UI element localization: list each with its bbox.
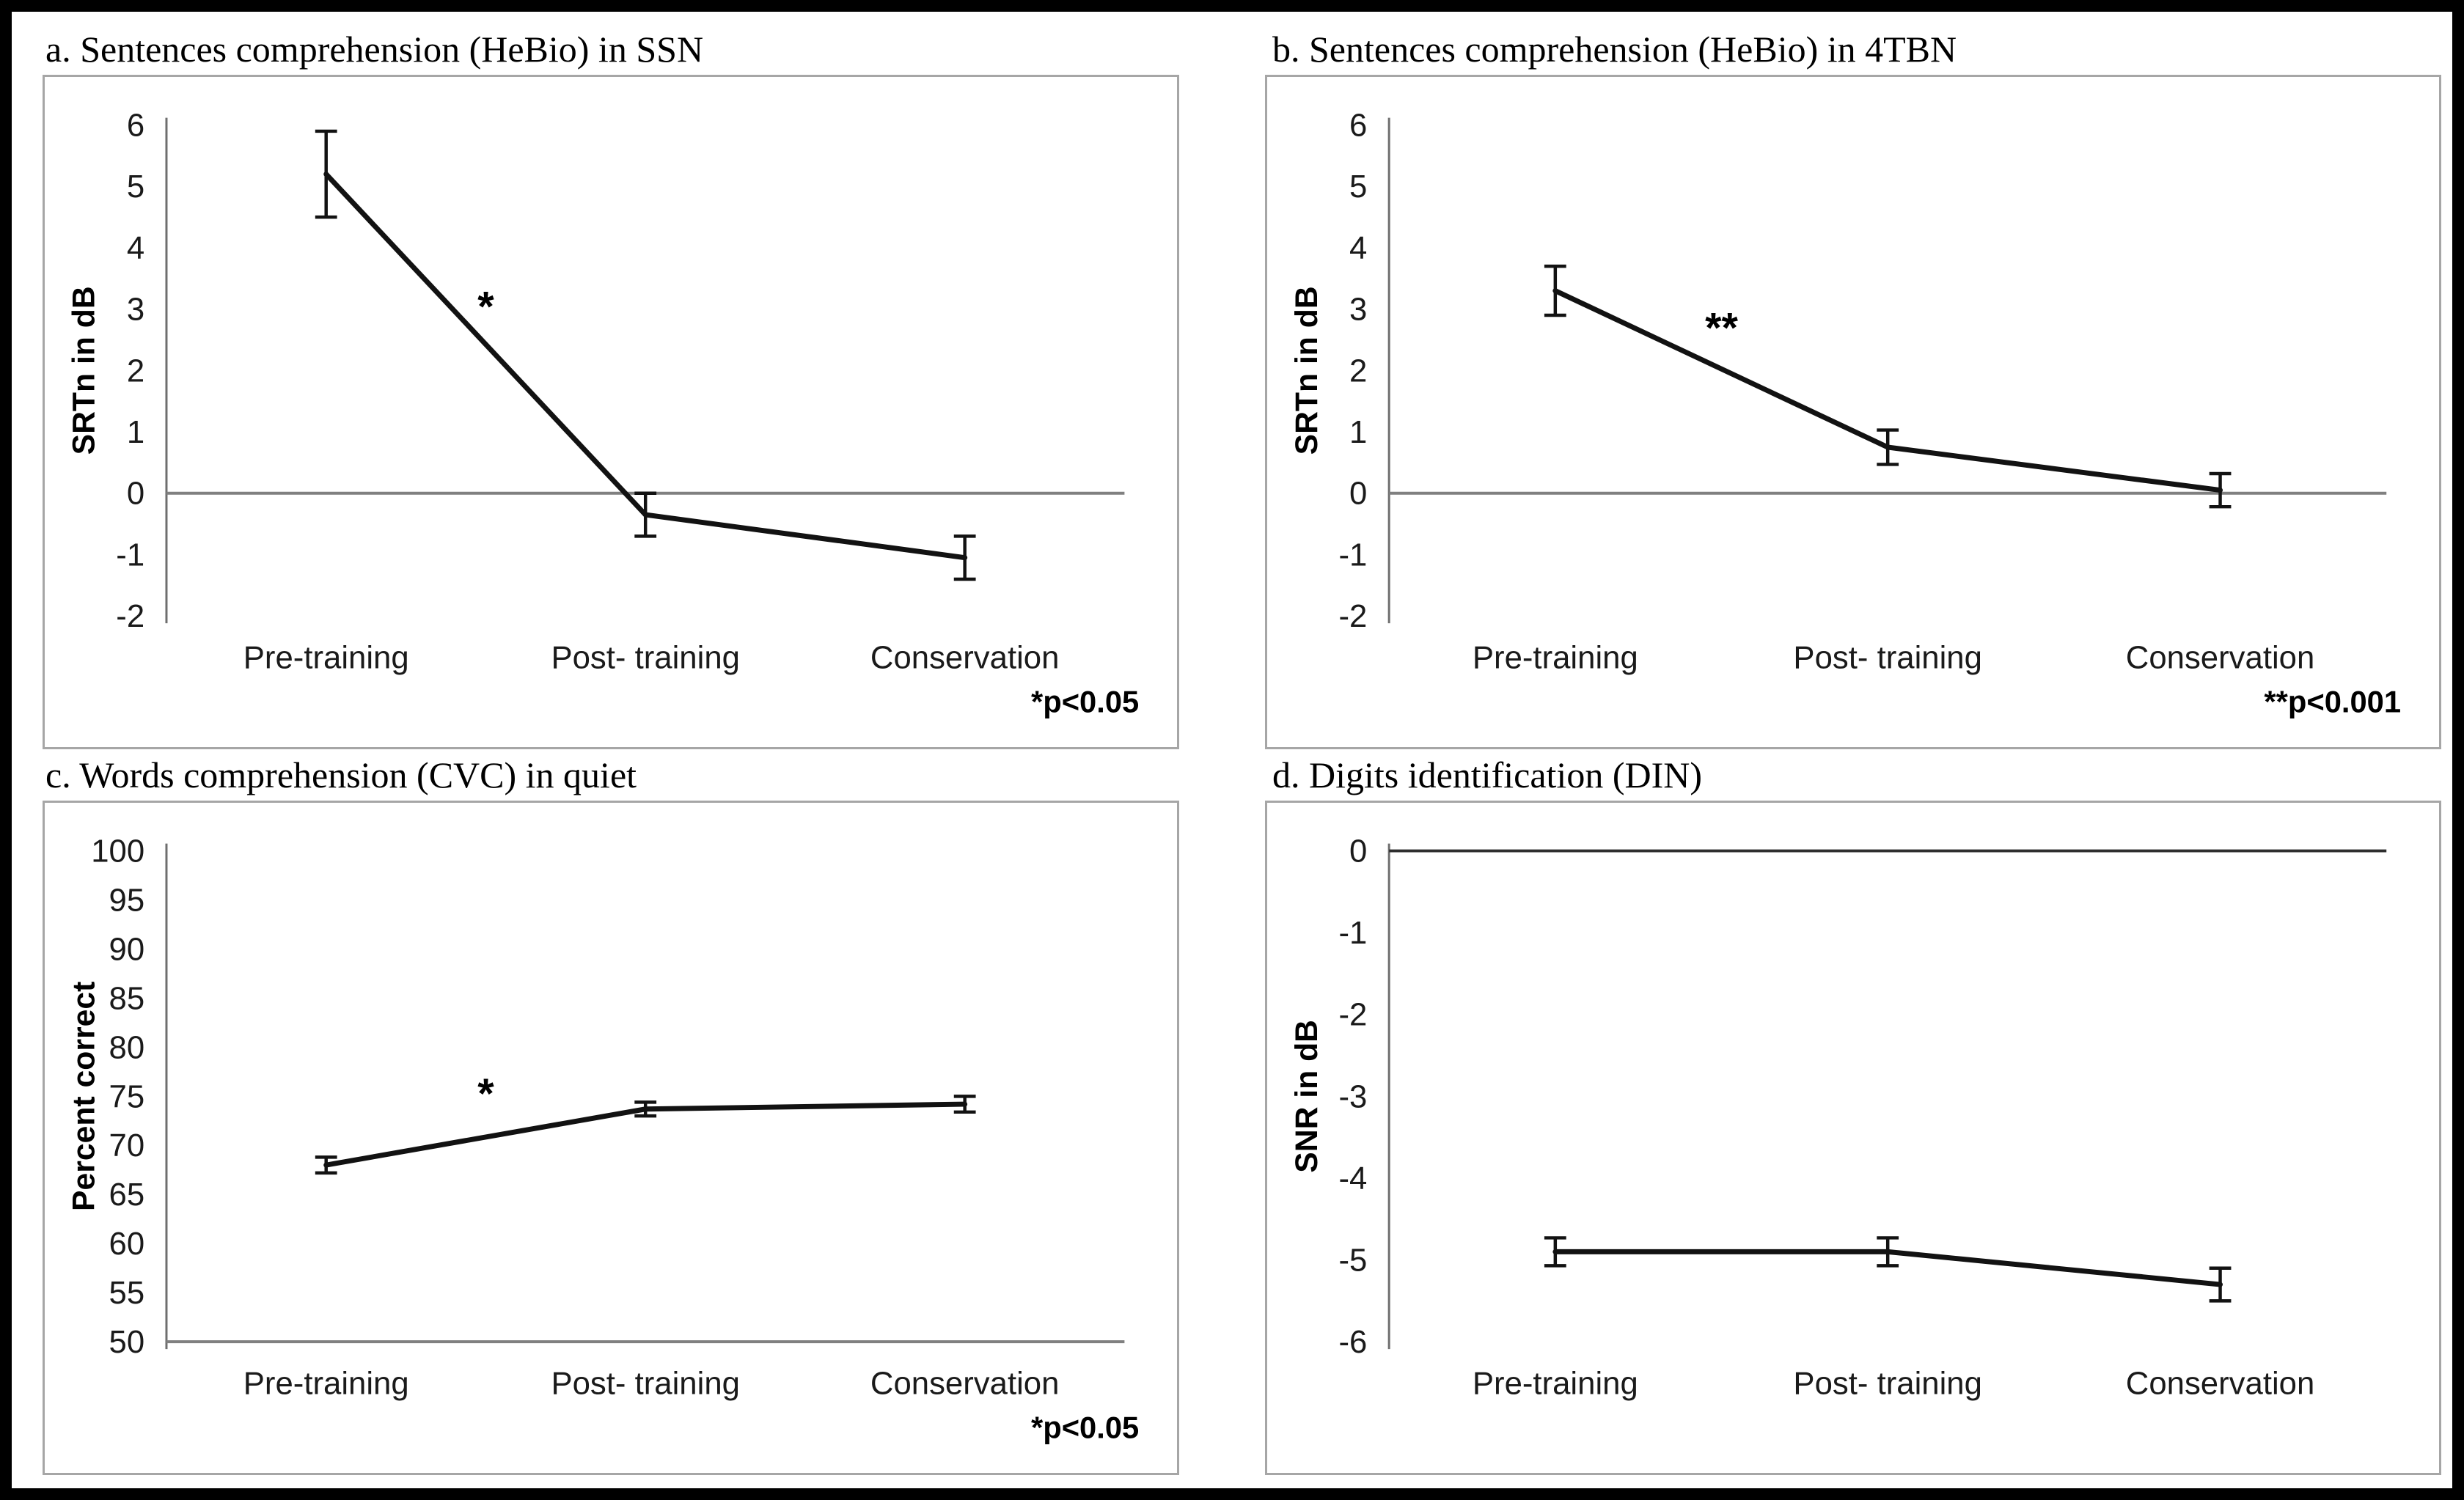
series-line — [1552, 1249, 2223, 1287]
panel-d-chart-svg: 0 -1 -2 -3 -4 -5 -6 SNR in dB Pre-training Post- … — [1289, 833, 2387, 1402]
panel-a: a. Sentences comprehension (HeBio) in SS… — [43, 23, 1179, 749]
y-axis-title: Percent correct — [67, 982, 102, 1211]
y-tick-label: 5 — [1349, 169, 1367, 205]
panel-a-chart-svg: 6 5 4 3 2 1 0 -1 -2 SRTn in dB Pre-training Post- t… — [67, 107, 1140, 718]
panel-a-chart-area: 6 5 4 3 2 1 0 -1 -2 SRTn in dB Pre-training Post- t… — [43, 75, 1179, 749]
p-value-footnote: **p<0.001 — [2264, 684, 2401, 718]
y-tick-label: 0 — [1349, 476, 1367, 512]
panel-b-title: b. Sentences comprehension (HeBio) in 4T… — [1272, 29, 1957, 70]
y-tick-label: 60 — [109, 1226, 145, 1262]
y-tick-label: 1 — [127, 414, 144, 450]
y-tick-label: 2 — [1349, 353, 1367, 389]
y-tick-label: -1 — [1338, 537, 1367, 573]
y-tick-label: -2 — [1338, 598, 1367, 634]
y-tick-label: -1 — [1338, 915, 1367, 951]
x-category-label: Post- training — [551, 1366, 739, 1402]
y-tick-label: 80 — [109, 1029, 145, 1065]
y-axis-title: SRTn in dB — [67, 286, 102, 455]
y-tick-label: 6 — [127, 107, 144, 143]
x-category-label: Conservation — [2126, 1366, 2315, 1402]
y-tick-label: -2 — [1338, 997, 1367, 1033]
y-tick-label: 2 — [127, 353, 144, 389]
x-category-label: Conservation — [870, 640, 1060, 676]
x-category-label: Post- training — [1793, 1366, 1981, 1402]
panel-c: c. Words comprehension (CVC) in quiet 10… — [43, 749, 1179, 1475]
x-category-label: Pre-training — [243, 640, 409, 676]
x-category-label: Conservation — [870, 1366, 1060, 1402]
p-value-footnote: *p<0.05 — [1031, 684, 1139, 718]
panel-c-chart-area: 100 95 90 85 80 75 70 65 60 55 50 Percent correct Pr… — [43, 801, 1179, 1475]
y-tick-label: -5 — [1338, 1242, 1367, 1278]
y-tick-label: 50 — [109, 1324, 145, 1360]
y-tick-label: 4 — [1349, 230, 1367, 266]
y-tick-label: 65 — [109, 1177, 145, 1213]
y-tick-label: 5 — [127, 169, 144, 205]
y-tick-label: -3 — [1338, 1078, 1367, 1114]
panel-b-chart-svg: 6 5 4 3 2 1 0 -1 -2 SRTn in dB Pre-training Post- t… — [1289, 107, 2401, 718]
p-value-footnote: *p<0.05 — [1031, 1410, 1139, 1444]
y-tick-label: 0 — [127, 476, 144, 512]
y-tick-label: -1 — [116, 537, 144, 573]
x-category-label: Pre-training — [1473, 1366, 1638, 1402]
x-category-label: Post- training — [1793, 640, 1981, 676]
y-tick-label: 3 — [1349, 292, 1367, 328]
y-tick-label: 6 — [1349, 107, 1367, 143]
panel-a-title: a. Sentences comprehension (HeBio) in SS… — [45, 29, 704, 70]
y-tick-label: -2 — [116, 598, 144, 634]
y-tick-label: 70 — [109, 1128, 145, 1163]
y-axis-title: SNR in dB — [1289, 1020, 1324, 1173]
series-line — [1552, 288, 2223, 493]
significance-marker: ** — [1705, 305, 1738, 352]
y-tick-label: -4 — [1338, 1161, 1367, 1196]
y-tick-label: 95 — [109, 882, 145, 918]
y-tick-label: 4 — [127, 230, 144, 266]
panel-d: d. Digits identification (DIN) 0 -1 -2 -3 -4… — [1265, 749, 2441, 1475]
panel-c-chart-svg: 100 95 90 85 80 75 70 65 60 55 50 Percent correct Pr… — [67, 833, 1140, 1444]
y-tick-label: 55 — [109, 1275, 145, 1311]
y-tick-label: 75 — [109, 1078, 145, 1114]
y-tick-label: 100 — [91, 833, 144, 869]
panel-b: b. Sentences comprehension (HeBio) in 4T… — [1265, 23, 2441, 749]
significance-marker: * — [477, 1070, 494, 1117]
significance-marker: * — [477, 283, 494, 330]
panel-d-chart-area: 0 -1 -2 -3 -4 -5 -6 SNR in dB Pre-training Post- … — [1265, 801, 2441, 1475]
x-category-label: Post- training — [551, 640, 739, 676]
y-tick-label: 90 — [109, 931, 145, 967]
x-category-label: Pre-training — [1473, 640, 1638, 676]
series-line — [323, 172, 968, 561]
y-tick-label: 0 — [1349, 833, 1367, 869]
y-tick-label: -6 — [1338, 1324, 1367, 1360]
panel-c-title: c. Words comprehension (CVC) in quiet — [45, 754, 637, 795]
y-tick-label: 1 — [1349, 414, 1367, 450]
x-category-label: Pre-training — [243, 1366, 409, 1402]
panel-b-chart-area: 6 5 4 3 2 1 0 -1 -2 SRTn in dB Pre-training Post- t… — [1265, 75, 2441, 749]
x-category-label: Conservation — [2126, 640, 2315, 676]
y-tick-label: 85 — [109, 980, 145, 1016]
y-axis-title: SRTn in dB — [1289, 286, 1324, 455]
series-line — [323, 1101, 968, 1168]
panel-d-title: d. Digits identification (DIN) — [1272, 754, 1702, 795]
y-tick-label: 3 — [127, 292, 144, 328]
